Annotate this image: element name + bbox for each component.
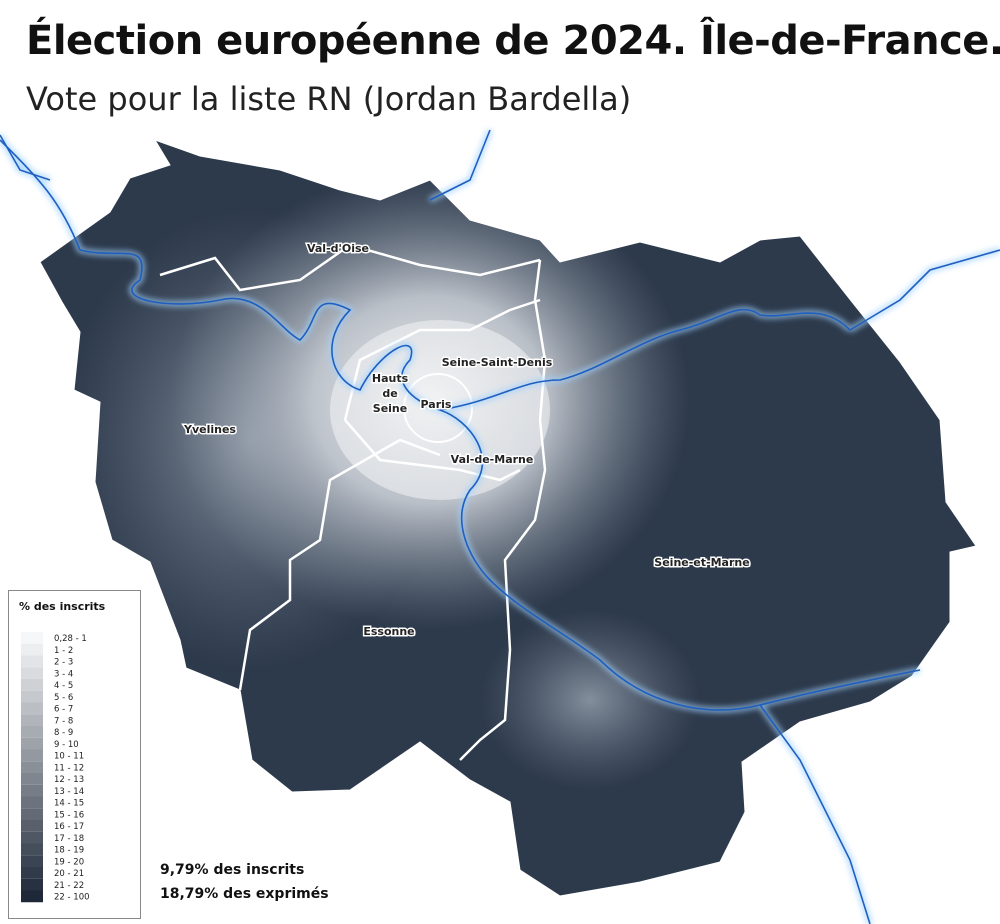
legend-swatch xyxy=(21,808,43,820)
department-label: Paris xyxy=(421,398,452,411)
legend-swatch xyxy=(21,773,43,785)
legend-swatch xyxy=(21,726,43,738)
legend-swatch xyxy=(21,714,43,726)
legend-swatch xyxy=(21,667,43,679)
legend-label: 3 - 4 xyxy=(54,669,73,679)
legend-swatch xyxy=(21,855,43,867)
department-label: Val-d'Oise xyxy=(307,242,369,255)
legend-label: 13 - 14 xyxy=(54,787,84,797)
legend-swatch xyxy=(21,843,43,856)
legend-swatch xyxy=(21,878,43,891)
legend-swatch xyxy=(21,761,43,773)
legend-swatch xyxy=(21,690,43,703)
legend-label: 2 - 3 xyxy=(54,658,73,668)
subtitle: Vote pour la liste RN (Jordan Bardella) xyxy=(26,80,632,118)
legend-swatch xyxy=(21,655,43,668)
legend-label: 6 - 7 xyxy=(54,705,73,715)
region-outline xyxy=(39,139,977,897)
department-label: Val-de-Marne xyxy=(451,453,534,466)
department-label: Yvelines xyxy=(183,423,236,436)
legend-label: 7 - 8 xyxy=(54,716,73,726)
legend-swatch xyxy=(21,643,43,656)
legend-swatch xyxy=(21,831,43,844)
legend-label: 21 - 22 xyxy=(54,881,84,891)
paris-border xyxy=(403,373,473,443)
legend-swatch xyxy=(21,796,43,809)
department-label: Hauts xyxy=(372,372,409,385)
department-label: Seine-Saint-Denis xyxy=(442,356,553,369)
legend-label: 5 - 6 xyxy=(54,693,73,703)
legend-scale: 0,28 - 1 1 - 2 2 - 33 - 4 4 - 5 5 - 6 6 - 77 … xyxy=(21,632,90,903)
legend-label: 15 - 16 xyxy=(54,810,84,820)
legend-title: % des inscrits xyxy=(19,600,106,613)
department-label: Seine xyxy=(373,402,407,415)
summary-exprimes: 18,79% des exprimés xyxy=(160,886,329,902)
department-label: Essonne xyxy=(363,625,414,638)
legend-label: 1 - 2 xyxy=(54,646,73,656)
department-labels: Val-d'Oise Seine-Saint-Denis Hauts de Seine P… xyxy=(182,241,752,640)
legend-swatch xyxy=(21,867,43,879)
legend-label: 19 - 20 xyxy=(54,857,84,867)
legend-label: 22 - 100 xyxy=(54,893,90,903)
legend-label: 10 - 11 xyxy=(54,752,84,762)
department-label: Seine-et-Marne xyxy=(654,556,749,569)
legend-swatch xyxy=(21,632,43,644)
legend-label: 8 - 9 xyxy=(54,728,73,738)
legend-swatch xyxy=(21,737,43,750)
summary-inscrits: 9,79% des inscrits xyxy=(160,862,305,878)
legend-label: 16 - 17 xyxy=(54,822,84,832)
rivers xyxy=(0,128,1000,924)
legend-swatch xyxy=(21,890,43,903)
legend-swatch xyxy=(21,820,43,832)
legend-swatch xyxy=(21,679,43,691)
department-label: de xyxy=(382,387,397,400)
department-borders xyxy=(159,243,547,761)
legend-label: 14 - 15 xyxy=(54,799,84,809)
legend-label: 9 - 10 xyxy=(54,740,79,750)
legend-label: 17 - 18 xyxy=(54,834,84,844)
legend-swatch xyxy=(21,702,43,715)
legend-label: 18 - 19 xyxy=(54,846,84,856)
legend-label: 4 - 5 xyxy=(54,681,73,691)
legend-label: 12 - 13 xyxy=(54,775,84,785)
legend-swatch xyxy=(21,749,43,762)
title: Élection européenne de 2024. Île-de-Fran… xyxy=(26,18,1000,64)
legend-label: 0,28 - 1 xyxy=(54,634,87,644)
legend-label: 11 - 12 xyxy=(54,763,84,773)
legend-swatch xyxy=(21,784,43,797)
legend-label: 20 - 21 xyxy=(54,869,84,879)
